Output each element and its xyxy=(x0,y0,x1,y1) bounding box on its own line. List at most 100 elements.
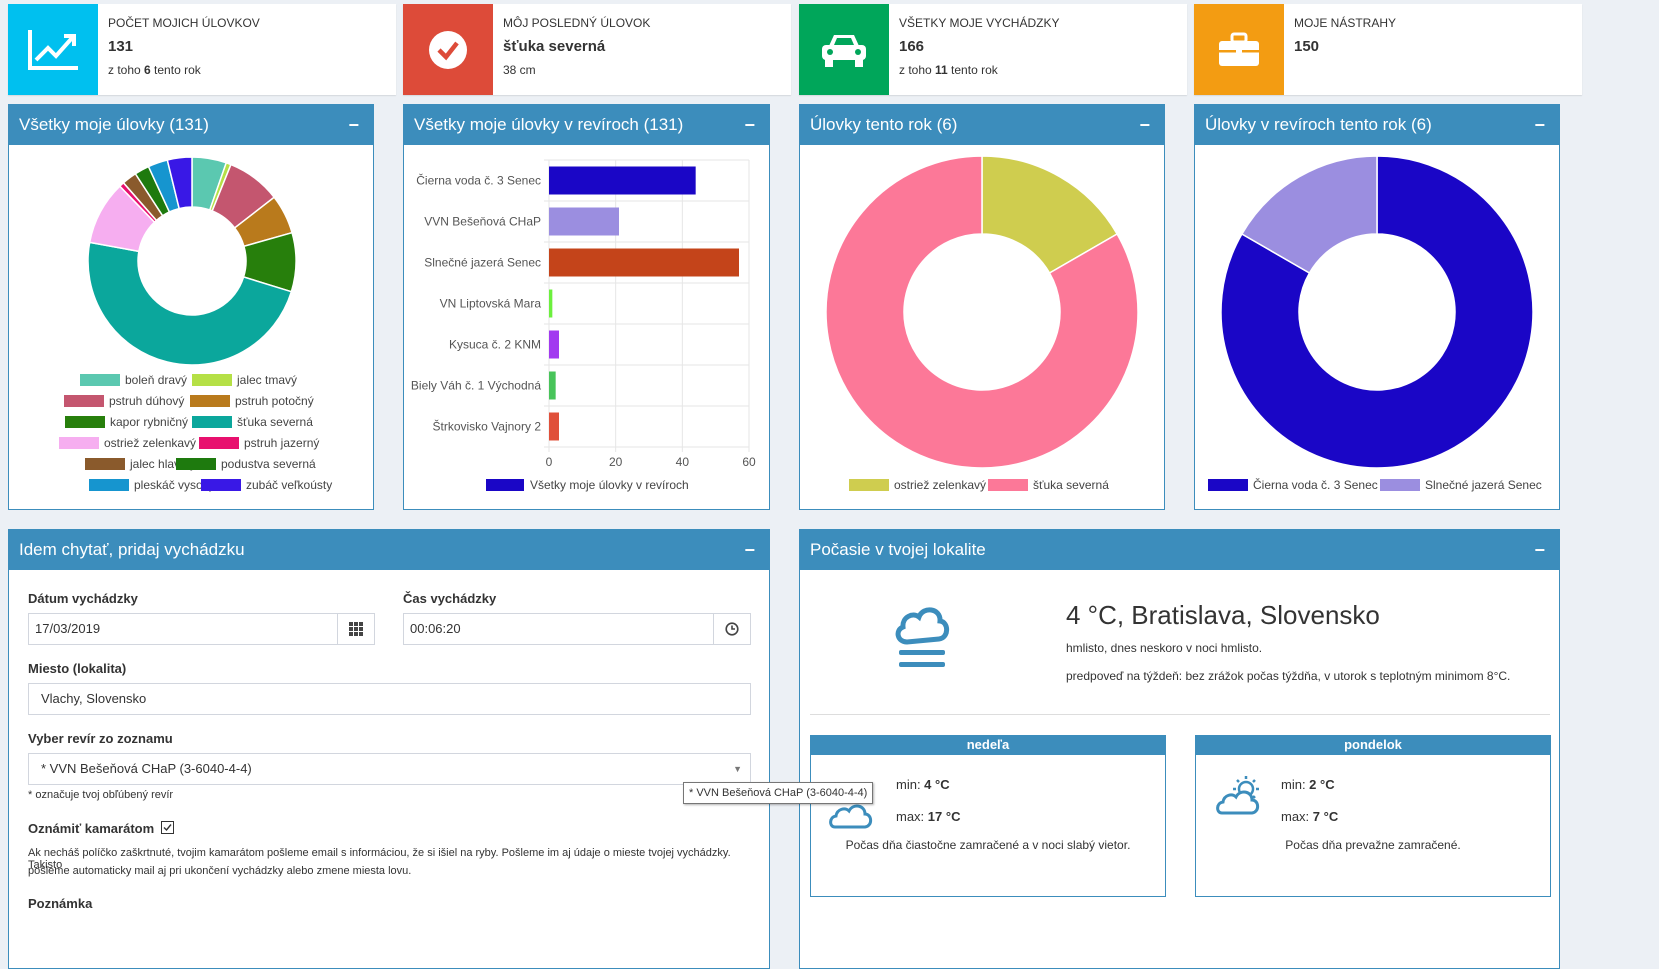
legend-item[interactable]: boleň dravý xyxy=(80,373,187,387)
pie-slice[interactable] xyxy=(166,156,193,210)
legend-item[interactable]: pstruh potočný xyxy=(190,394,314,408)
legend-item[interactable]: kapor rybničný xyxy=(65,415,188,429)
bar[interactable] xyxy=(549,289,553,318)
legend-label: pstruh jazerný xyxy=(244,436,320,450)
category-label: Biely Váh č. 1 Východná xyxy=(411,379,541,393)
day-desc: Počas dňa prevažne zamračené. xyxy=(1285,838,1461,852)
info-value: 131 xyxy=(108,38,134,55)
legend-swatch xyxy=(199,437,239,449)
bar[interactable] xyxy=(549,330,559,359)
weather-today: hmlisto, dnes neskoro v noci hmlisto. xyxy=(1066,641,1263,655)
day-desc: Počas dňa čiastočne zamračené a v noci s… xyxy=(845,838,1131,852)
legend-label: Čierna voda č. 3 Senec xyxy=(1253,478,1378,492)
legend-item[interactable]: šťuka severná xyxy=(192,415,313,429)
notify-checkbox[interactable] xyxy=(160,821,174,834)
pie-slice[interactable] xyxy=(1240,155,1378,275)
tick-label: 0 xyxy=(546,455,553,469)
legend-item[interactable]: podustva severná xyxy=(176,457,316,471)
minimize-button[interactable]: − xyxy=(1534,115,1545,135)
revir-note: * označuje tvoj obľúbený revír xyxy=(28,789,174,801)
legend-swatch xyxy=(64,395,104,407)
legend-item[interactable]: ostriež zelenkavý xyxy=(849,478,986,492)
info-box-last-catch: Môj posledný úlovok šťuka severná 38 cm xyxy=(403,4,791,95)
legend-item[interactable]: pleskáč vysoký xyxy=(89,478,215,492)
legend-item[interactable]: šťuka severná xyxy=(988,478,1109,492)
legend-label: pstruh potočný xyxy=(235,394,314,408)
info-box-baits: Moje nástrahy 150 xyxy=(1194,4,1582,95)
day-max: max: 17 °C xyxy=(896,809,961,824)
legend-swatch xyxy=(1380,479,1420,491)
info-label: Počet mojich úlovkov xyxy=(108,16,260,30)
legend-item[interactable]: pstruh jazerný xyxy=(199,436,319,450)
fog-icon xyxy=(895,607,950,667)
day-max: max: 7 °C xyxy=(1281,809,1339,824)
legend-swatch xyxy=(486,479,524,491)
panel-weather: Počasie v tvojej lokalite − 4 °C, Bratisl… xyxy=(799,529,1560,969)
minimize-button[interactable]: − xyxy=(1534,540,1545,560)
panel-header: Všetky moje úlovky v revíroch (131) − xyxy=(404,105,769,145)
info-sub: z toho 11 tento rok xyxy=(899,63,998,77)
legend-item[interactable]: pstruh dúhový xyxy=(64,394,184,408)
legend-swatch xyxy=(192,416,232,428)
car-icon xyxy=(799,4,889,95)
partly-cloudy-icon xyxy=(829,804,873,829)
pie-slice[interactable] xyxy=(825,155,1139,469)
legend-swatch xyxy=(65,416,105,428)
legend-swatch xyxy=(89,479,129,491)
panel-title: Úlovky tento rok (6) xyxy=(810,115,958,134)
panel-title: Všetky moje úlovky v revíroch (131) xyxy=(414,115,684,134)
panel-all-catches: Všetky moje úlovky (131) − boleň dravý jal… xyxy=(8,104,374,510)
date-label: Dátum vychádzky xyxy=(28,591,138,606)
info-box-catches: Počet mojich úlovkov 131 z toho 6 tento … xyxy=(8,4,396,95)
place-field[interactable]: Vlachy, Slovensko xyxy=(28,683,751,715)
minimize-button[interactable]: − xyxy=(348,115,359,135)
bar[interactable] xyxy=(549,248,739,277)
time-field[interactable]: 00:06:20 xyxy=(403,613,714,645)
pie-slice[interactable] xyxy=(87,241,293,366)
legend-label: Slnečné jazerá Senec xyxy=(1425,478,1542,492)
legend-swatch xyxy=(192,374,232,386)
panel-header: Úlovky v revíroch tento rok (6) − xyxy=(1195,105,1559,145)
legend-item[interactable]: Čierna voda č. 3 Senec xyxy=(1208,478,1378,492)
panel-header: Idem chytať, pridaj vychádzku − xyxy=(9,530,769,570)
date-field[interactable]: 17/03/2019 xyxy=(28,613,338,645)
legend-item[interactable]: jalec tmavý xyxy=(192,373,297,387)
panel-revir-this-year: Úlovky v revíroch tento rok (6) − Čierna … xyxy=(1194,104,1560,510)
line-chart-icon xyxy=(8,4,98,95)
legend-swatch xyxy=(80,374,120,386)
revir-select[interactable]: * VVN Bešeňová CHaP (3-6040-4-4) ▼ xyxy=(28,753,751,785)
notify-text-line-2: pošleme automaticky mail aj pri ukončení… xyxy=(28,865,412,877)
day-header-monday: pondelok xyxy=(1195,735,1551,755)
info-label: Všetky moje vychádzky xyxy=(899,16,1060,30)
tick-label: 20 xyxy=(609,455,623,469)
bar[interactable] xyxy=(549,371,556,400)
legend-swatch xyxy=(59,437,99,449)
place-label: Miesto (lokalita) xyxy=(28,661,127,676)
divider xyxy=(810,714,1550,715)
panel-catches-this-year: Úlovky tento rok (6) − ostriež zelenkavý š… xyxy=(799,104,1165,510)
info-box-trips: Všetky moje vychádzky 166 z toho 11 tent… xyxy=(799,4,1187,95)
revir-selected-value: * VVN Bešeňová CHaP (3-6040-4-4) xyxy=(41,761,252,776)
bar[interactable] xyxy=(549,207,619,236)
info-value: 150 xyxy=(1294,38,1320,55)
legend-swatch xyxy=(988,479,1028,491)
pie-slice[interactable] xyxy=(1220,155,1534,469)
legend-label: zubáč veľkoústy xyxy=(246,478,333,492)
clock-icon[interactable] xyxy=(713,613,751,645)
bar[interactable] xyxy=(549,166,696,195)
legend-swatch xyxy=(201,479,241,491)
panel-title: Úlovky v revíroch tento rok (6) xyxy=(1205,115,1432,134)
minimize-button[interactable]: − xyxy=(1139,115,1150,135)
check-circle-icon xyxy=(403,4,493,95)
bar[interactable] xyxy=(549,412,559,441)
minimize-button[interactable]: − xyxy=(744,540,755,560)
calendar-icon[interactable] xyxy=(337,613,375,645)
legend-item[interactable]: Slnečné jazerá Senec xyxy=(1380,478,1542,492)
minimize-button[interactable]: − xyxy=(744,115,755,135)
panel-title: Idem chytať, pridaj vychádzku xyxy=(19,540,245,559)
info-label: Môj posledný úlovok xyxy=(503,16,651,30)
panel-add-trip: Idem chytať, pridaj vychádzku − Dátum vyc… xyxy=(8,529,770,969)
legend-item[interactable]: ostriež zelenkavý xyxy=(59,436,196,450)
legend-item[interactable]: zubáč veľkoústy xyxy=(201,478,332,492)
weather-headline: 4 °C, Bratislava, Slovensko xyxy=(1066,600,1380,630)
